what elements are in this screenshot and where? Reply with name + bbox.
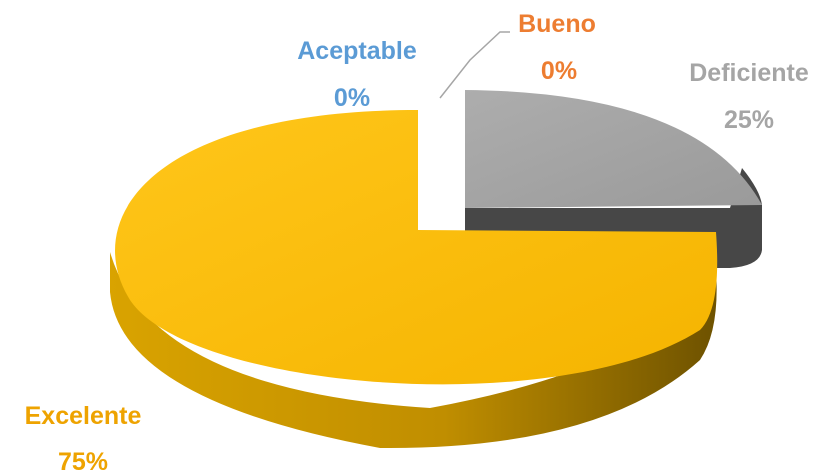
label-bueno: Bueno 0% [518,10,596,85]
label-excelente: Excelente 75% [25,402,142,474]
label-deficiente: Deficiente 25% [689,59,809,134]
label-aceptable-name: Aceptable [297,37,417,65]
label-aceptable: Aceptable 0% [297,37,417,112]
label-excelente-pct: 75% [58,448,108,474]
label-bueno-name: Bueno [518,10,596,38]
slice-excelente [110,110,718,449]
slice-excelente-top [115,110,718,385]
slice-deficiente-top [465,90,762,208]
label-deficiente-pct: 25% [724,106,774,134]
label-bueno-pct: 0% [541,57,577,85]
slice-excelente-side [110,250,717,449]
label-aceptable-pct: 0% [334,84,370,112]
label-deficiente-name: Deficiente [689,59,809,87]
label-excelente-name: Excelente [25,402,142,430]
leader-line [439,31,510,99]
